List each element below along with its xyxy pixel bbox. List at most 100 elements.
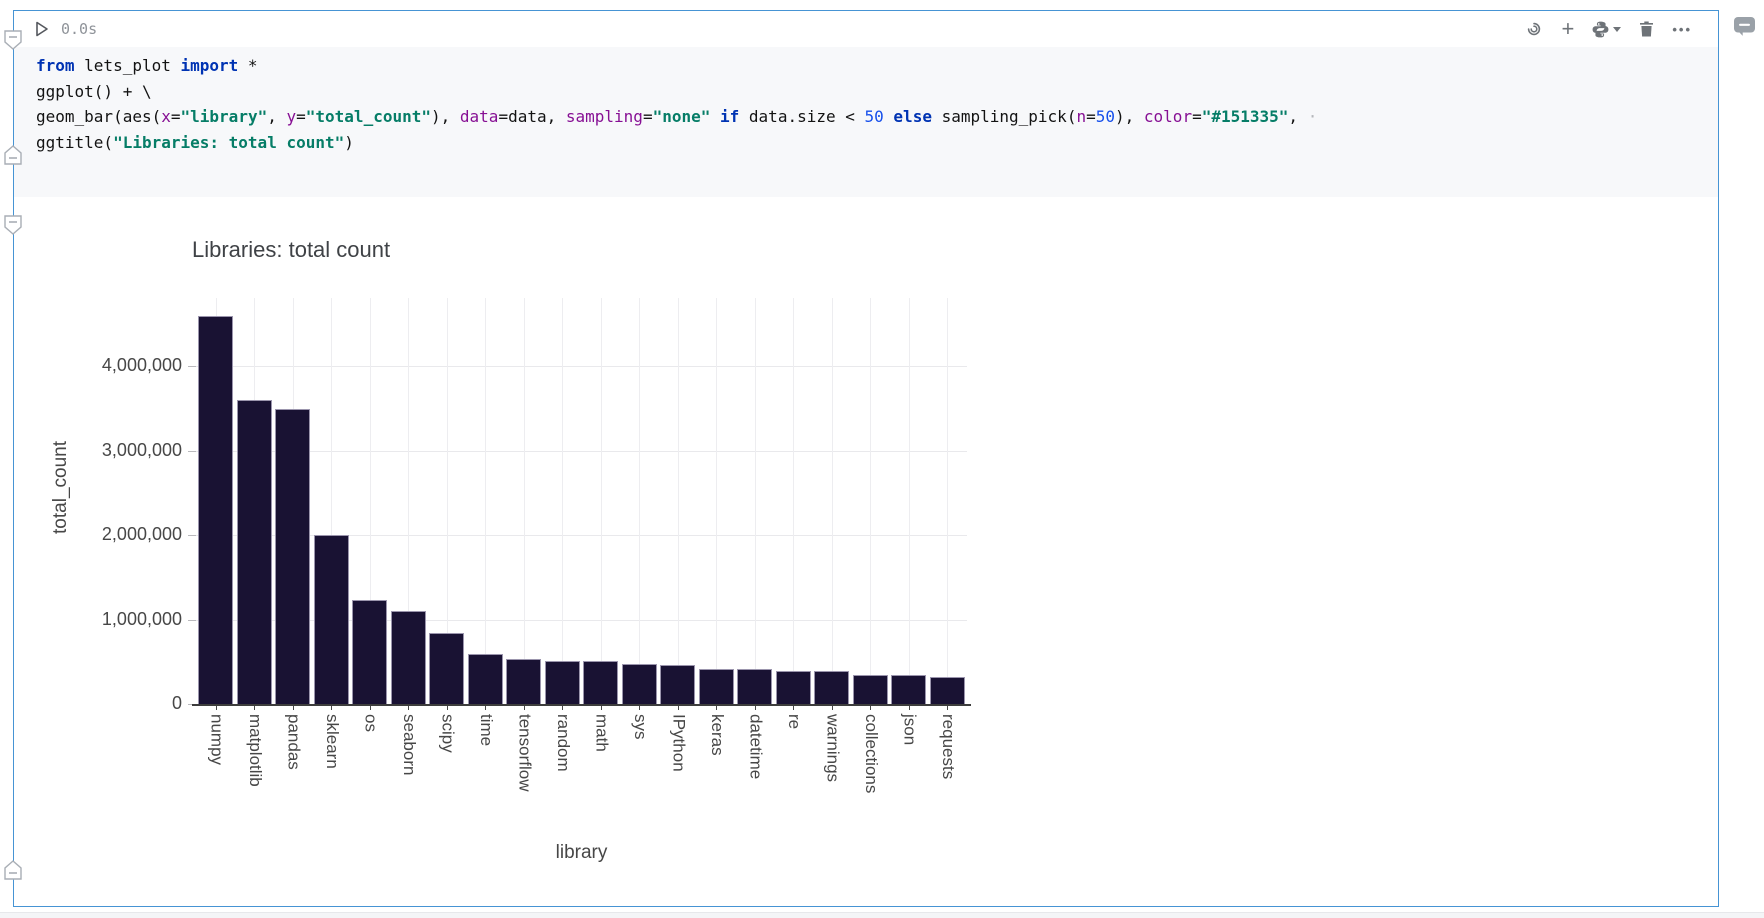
bar — [814, 671, 849, 704]
code-token: "none" — [652, 107, 711, 126]
execution-time: 0.0s — [61, 20, 98, 38]
notebook-cell[interactable]: 0.0s + ••• from lets_plot import * ggplot… — [13, 10, 1719, 907]
x-axis-tick — [331, 705, 332, 710]
run-icon[interactable] — [35, 21, 49, 37]
x-axis-tick — [254, 705, 255, 710]
cell-output: Libraries: total count total_count 4,000… — [14, 197, 1718, 906]
v-gridline — [754, 298, 756, 704]
x-tick-label: numpy — [207, 714, 227, 766]
code-token — [884, 107, 894, 126]
code-token: = — [296, 107, 306, 126]
code-token: import — [180, 56, 239, 75]
collapse-output-marker[interactable] — [4, 215, 22, 235]
y-tick-label: 4,000,000 — [101, 355, 182, 376]
bar — [852, 674, 888, 704]
bar — [698, 668, 734, 704]
bar — [621, 663, 657, 704]
v-gridline — [562, 298, 563, 704]
v-gridline — [677, 298, 679, 704]
x-tick-label: sklearn — [323, 714, 342, 769]
code-token: , — [267, 107, 287, 126]
v-gridline — [639, 298, 640, 704]
more-actions-icon[interactable]: ••• — [1672, 21, 1692, 37]
x-tick-label: os — [361, 714, 381, 732]
code-token: x — [161, 107, 171, 126]
next-cell-separator — [0, 912, 1764, 918]
v-gridline — [716, 298, 717, 704]
x-tick-label: collections — [862, 714, 881, 794]
bar — [198, 315, 233, 704]
x-axis-tick — [215, 705, 217, 710]
collapse-input-marker[interactable] — [4, 30, 22, 50]
h-gridline — [196, 366, 967, 368]
plot-panel — [196, 298, 967, 704]
v-gridline — [870, 298, 871, 704]
code-token: ), — [1115, 107, 1144, 126]
code-token: "Libraries: total count" — [113, 132, 345, 152]
collapse-output-end-marker[interactable] — [4, 860, 22, 880]
x-axis-tick — [793, 705, 794, 710]
x-axis-tick — [677, 705, 679, 710]
x-tick-label: json — [900, 714, 920, 746]
x-tick-label: seaborn — [400, 714, 419, 776]
delete-cell-icon[interactable] — [1638, 20, 1655, 38]
x-axis-tick — [754, 705, 756, 710]
cell-toolbar: 0.0s + ••• — [14, 11, 1718, 47]
v-gridline — [831, 298, 833, 704]
python-interpreter-icon[interactable] — [1591, 20, 1622, 39]
code-line[interactable]: ggtitle("Libraries: total count") — [36, 130, 1718, 156]
y-tick-label: 2,000,000 — [101, 524, 182, 545]
x-axis-line — [192, 704, 971, 706]
v-gridline — [485, 298, 486, 704]
code-token: n — [1076, 107, 1087, 126]
v-gridline — [600, 298, 602, 704]
bar — [583, 661, 618, 704]
code-token: * — [238, 56, 258, 75]
v-gridline — [331, 298, 332, 704]
x-axis-tick — [446, 705, 448, 710]
comment-bubble-icon[interactable] — [1733, 16, 1756, 42]
x-axis-tick — [870, 705, 871, 710]
bar — [236, 400, 272, 704]
code-editor[interactable]: from lets_plot import * ggplot() + \ geom_… — [14, 47, 1718, 197]
y-tick-label: 3,000,000 — [101, 439, 182, 460]
collapse-input-end-marker[interactable] — [4, 145, 22, 165]
code-line[interactable]: from lets_plot import * — [36, 53, 1718, 79]
x-axis-title: library — [555, 842, 608, 863]
code-token: = — [1086, 107, 1096, 126]
v-gridline — [793, 298, 794, 704]
bar — [275, 408, 310, 704]
v-gridline — [947, 298, 948, 704]
add-cell-icon[interactable]: + — [1561, 16, 1575, 41]
code-line[interactable]: ggplot() + \ — [36, 79, 1718, 105]
code-token: sampling — [565, 107, 643, 126]
code-token: color — [1143, 107, 1193, 126]
x-tick-label: pandas — [284, 714, 304, 770]
bar — [352, 600, 387, 704]
x-axis-tick — [831, 705, 833, 710]
x-tick-label: math — [592, 714, 612, 752]
code-token: else — [893, 107, 932, 126]
h-gridline — [196, 450, 967, 452]
code-token: y — [286, 107, 297, 126]
ai-assistant-icon[interactable] — [1524, 19, 1544, 39]
x-tick-label: IPython — [669, 714, 689, 772]
code-token: = — [1192, 107, 1202, 126]
x-axis-tick — [369, 705, 371, 710]
x-axis-tick — [523, 705, 525, 710]
y-axis-tick — [188, 619, 196, 621]
x-tick-label: time — [477, 714, 496, 747]
bar — [390, 611, 426, 704]
x-axis-tick — [485, 705, 486, 710]
code-line[interactable]: geom_bar(aes(x="library", y="total_count… — [36, 104, 1718, 130]
x-axis-tick — [716, 705, 717, 710]
bar — [775, 671, 811, 704]
code-token: data.size < — [739, 107, 865, 126]
code-token: =data, — [498, 107, 566, 126]
code-token: "#151335" — [1201, 107, 1289, 126]
code-token: "library" — [180, 107, 268, 126]
x-tick-label: re — [785, 714, 804, 730]
code-token: 50 — [864, 107, 884, 126]
bar-chart: Libraries: total count total_count 4,000… — [14, 197, 1114, 907]
bar — [737, 668, 772, 704]
